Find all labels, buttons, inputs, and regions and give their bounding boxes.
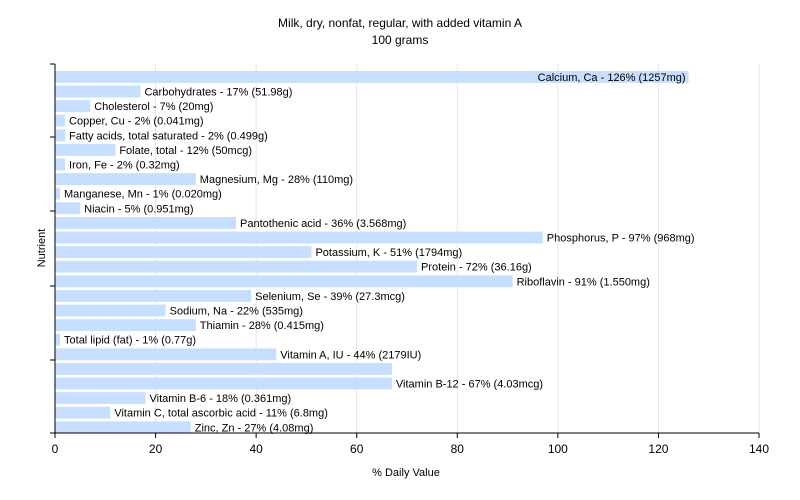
bar [55,246,311,258]
bar [55,217,236,229]
bar-value-label: Fatty acids, total saturated - 2% (0.499… [69,130,268,142]
bar [55,144,115,156]
x-tick-label: 40 [249,442,263,456]
x-tick-label: 140 [749,442,769,456]
bar-value-label: Vitamin C, total ascorbic acid - 11% (6.… [114,408,328,420]
x-tick-label: 60 [350,442,364,456]
bar [55,275,513,287]
x-tick-label: 120 [648,442,668,456]
bar-value-label: Manganese, Mn - 1% (0.020mg) [64,189,222,201]
bar [55,421,191,433]
bar-value-label: Protein - 72% (36.16g) [421,262,532,274]
bar-value-label: Riboflavin - 91% (1.550mg) [517,276,650,288]
bar [55,378,392,390]
bar [55,232,543,244]
bar-value-label: Phosphorus, P - 97% (968mg) [547,233,695,245]
chart-subtitle: 100 grams [372,33,429,47]
bar-value-label: Potassium, K - 51% (1794mg) [315,247,462,259]
bar [55,392,146,404]
bar-value-label: Vitamin B-6 - 18% (0.361mg) [150,393,292,405]
bar-value-label: Cholesterol - 7% (20mg) [94,101,213,113]
bars-group: Calcium, Ca - 126% (1257mg) Carbohydrates… [55,71,695,434]
x-tick-label: 0 [52,442,59,456]
bar [55,334,60,346]
bar-value-label: Pantothenic acid - 36% (3.568mg) [240,218,406,230]
bar-value-label: Selenium, Se - 39% (27.3mcg) [255,291,405,303]
bar [55,129,65,141]
y-axis-label: Nutrient [36,229,48,268]
bar-value-label: Copper, Cu - 2% (0.041mg) [69,116,204,128]
bar [55,159,65,171]
chart-title: Milk, dry, nonfat, regular, with added v… [278,16,522,30]
bar-value-label: Sodium, Na - 22% (535mg) [170,306,303,318]
bar [55,188,60,200]
bar [55,202,80,214]
bar-value-label: Folate, total - 12% (50mcg) [119,145,252,157]
bar-value-label: Total lipid (fat) - 1% (0.77g) [64,335,196,347]
bar-value-label: Magnesium, Mg - 28% (110mg) [200,174,353,186]
bar [55,100,90,112]
bar-value-label: Carbohydrates - 17% (51.98g) [144,87,292,99]
bar [55,86,140,98]
bar [55,363,392,375]
bar-value-label: Iron, Fe - 2% (0.32mg) [69,160,180,172]
bar [55,319,196,331]
bar [55,305,166,317]
x-tick-label: 80 [451,442,465,456]
bar-value-label: Vitamin B-12 - 67% (4.03mcg) [396,379,543,391]
bar-value-label: Calcium, Ca - 126% (1257mg) [538,72,686,84]
bar [55,173,196,185]
bar [55,348,276,360]
bar-value-label: Niacin - 5% (0.951mg) [84,203,193,215]
bar [55,290,251,302]
bar-value-label: Thiamin - 28% (0.415mg) [200,320,324,332]
bar [55,407,110,419]
x-axis-label: % Daily Value [372,467,440,479]
bar-value-label: Vitamin A, IU - 44% (2179IU) [280,349,421,361]
bar [55,115,65,127]
bar [55,261,417,273]
x-tick-label: 20 [149,442,163,456]
x-tick-label: 100 [548,442,568,456]
